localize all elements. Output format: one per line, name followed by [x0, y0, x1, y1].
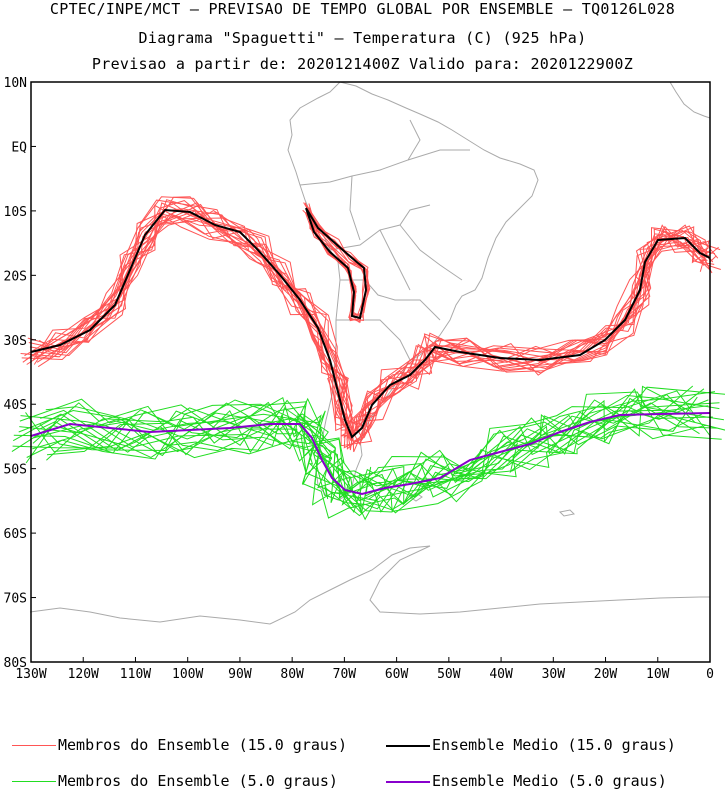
- map-frame: [30, 81, 711, 663]
- lat-tick-label: 40S: [4, 398, 27, 413]
- member-contour-15: [303, 202, 369, 324]
- member-contour-5: [11, 394, 720, 498]
- legend-swatch: [386, 780, 430, 783]
- legend-item-members-15: Membros do Ensemble (15.0 graus): [12, 736, 347, 754]
- lon-tick-label: 90W: [228, 667, 252, 682]
- lat-tick-label: 80S: [4, 656, 27, 671]
- antarctica-coast: [29, 545, 710, 625]
- ensemble-members-5: [11, 385, 725, 521]
- south-georgia: [558, 509, 576, 517]
- chart-subtitle: Diagrama "Spaguetti" – Temperatura (C) (…: [138, 29, 587, 47]
- lon-tick-label: 40W: [489, 667, 513, 682]
- member-contour-15: [27, 213, 710, 443]
- ensemble-mean-15: [30, 207, 711, 439]
- lat-tick-label: 60S: [4, 527, 27, 542]
- lon-tick-label: 110W: [120, 667, 151, 682]
- legend-item-members-5: Membros do Ensemble (5.0 graus): [12, 772, 338, 790]
- lon-tick-label: 20W: [594, 667, 618, 682]
- legend-label: Ensemble Medio (5.0 graus): [432, 772, 667, 790]
- lat-tick-label: 10N: [4, 76, 27, 91]
- lon-tick-label: 60W: [385, 667, 409, 682]
- member-contour-5: [38, 391, 716, 499]
- member-contour-15: [25, 218, 713, 432]
- lon-tick-label: 80W: [280, 667, 304, 682]
- legend-swatch: [386, 744, 430, 747]
- member-contour-15: [305, 207, 371, 322]
- lat-tick-label: 30S: [4, 334, 27, 349]
- lon-tick-label: 0: [706, 667, 714, 682]
- lon-tick-label: 100W: [172, 667, 203, 682]
- forecast-validity: Previsao a partir de: 2020121400Z Valido…: [91, 55, 634, 73]
- ensemble-members-15: [20, 196, 721, 453]
- lat-tick-label: 10S: [4, 205, 27, 220]
- lat-tick-label: 70S: [4, 592, 27, 607]
- lon-tick-label: 10W: [646, 667, 670, 682]
- africa-coast: [669, 81, 711, 119]
- member-contour-5: [12, 385, 694, 513]
- lon-tick-label: 30W: [542, 667, 566, 682]
- legend-swatch: [12, 781, 56, 782]
- member-contour-15: [34, 202, 711, 432]
- country-borders: [299, 119, 470, 361]
- lon-tick-label: 120W: [68, 667, 99, 682]
- longitude-axis: 130W 120W 110W 100W 90W 80W 70W 60W 50W 40W 30W 20W…: [15, 657, 714, 682]
- member-contour-15: [30, 196, 706, 434]
- latitude-axis: 10N EQ 10S 20S 30S 40S 50S 60S 70S 80S: [4, 76, 36, 671]
- member-contour-5: [25, 390, 712, 503]
- lat-tick-label: 20S: [4, 269, 27, 284]
- legend-swatch: [12, 745, 56, 746]
- chart-title: CPTEC/INPE/MCT – PREVISAO DE TEMPO GLOBA…: [49, 0, 676, 18]
- ensemble-mean-5: [30, 412, 711, 496]
- legend-item-mean-5: Ensemble Medio (5.0 graus): [386, 772, 667, 790]
- south-america-coast: [287, 81, 539, 501]
- lon-tick-label: 130W: [15, 667, 46, 682]
- legend-label: Membros do Ensemble (5.0 graus): [58, 772, 338, 790]
- legend-label: Ensemble Medio (15.0 graus): [432, 736, 676, 754]
- member-contour-5: [18, 397, 709, 502]
- member-contour-5: [45, 388, 705, 519]
- lon-tick-label: 70W: [333, 667, 357, 682]
- legend-item-mean-15: Ensemble Medio (15.0 graus): [386, 736, 676, 754]
- lat-tick-label: EQ: [11, 140, 27, 155]
- member-contour-5: [26, 388, 724, 511]
- member-contour-15: [36, 210, 721, 447]
- lon-tick-label: 50W: [437, 667, 461, 682]
- lat-tick-label: 50S: [4, 463, 27, 478]
- member-contour-15: [24, 199, 719, 451]
- legend-label: Membros do Ensemble (15.0 graus): [58, 736, 347, 754]
